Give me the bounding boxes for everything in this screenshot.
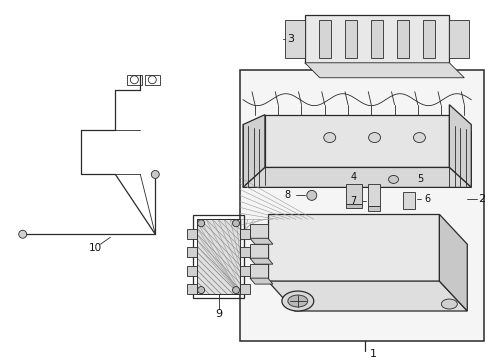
Ellipse shape <box>323 132 335 143</box>
Bar <box>367 206 379 211</box>
Ellipse shape <box>197 220 204 227</box>
Ellipse shape <box>413 132 425 143</box>
Text: 10: 10 <box>89 243 102 253</box>
Bar <box>197 219 240 294</box>
Bar <box>187 284 197 294</box>
Bar <box>367 184 379 206</box>
Bar <box>187 247 197 257</box>
Ellipse shape <box>151 170 159 179</box>
Text: 1: 1 <box>369 349 376 359</box>
Polygon shape <box>448 20 468 58</box>
Polygon shape <box>243 167 470 188</box>
Bar <box>240 247 249 257</box>
Bar <box>240 70 483 341</box>
Ellipse shape <box>232 287 239 293</box>
Text: 7: 7 <box>350 196 356 206</box>
Bar <box>304 15 448 63</box>
Polygon shape <box>285 20 304 58</box>
Polygon shape <box>249 244 267 258</box>
Bar <box>240 284 249 294</box>
Bar <box>197 219 240 294</box>
Text: 2: 2 <box>477 194 484 204</box>
Ellipse shape <box>287 295 307 307</box>
Bar <box>345 184 361 204</box>
Bar <box>344 20 356 58</box>
Bar <box>187 266 197 276</box>
Ellipse shape <box>197 287 204 293</box>
Polygon shape <box>267 214 439 281</box>
Bar <box>423 20 434 58</box>
Text: 5: 5 <box>416 175 423 184</box>
Bar <box>403 192 415 209</box>
Ellipse shape <box>368 132 380 143</box>
Polygon shape <box>267 281 467 311</box>
Ellipse shape <box>281 291 313 311</box>
Bar <box>240 229 249 239</box>
Polygon shape <box>249 264 267 278</box>
Ellipse shape <box>19 230 27 238</box>
Text: 3: 3 <box>286 34 293 44</box>
Polygon shape <box>249 278 272 284</box>
Bar <box>127 75 142 85</box>
Bar <box>345 204 361 208</box>
Ellipse shape <box>441 299 456 309</box>
Polygon shape <box>448 105 470 188</box>
Bar <box>145 75 160 85</box>
Polygon shape <box>439 214 467 311</box>
Ellipse shape <box>306 190 316 201</box>
Polygon shape <box>249 238 272 244</box>
Text: 9: 9 <box>215 309 222 319</box>
Text: 8: 8 <box>284 190 290 201</box>
Polygon shape <box>249 258 272 264</box>
Bar <box>193 215 244 298</box>
Text: 4: 4 <box>350 172 356 183</box>
Bar <box>396 20 408 58</box>
Polygon shape <box>243 114 264 188</box>
Bar <box>187 229 197 239</box>
Text: 6: 6 <box>424 194 429 204</box>
Polygon shape <box>304 63 463 78</box>
Polygon shape <box>264 114 448 167</box>
Polygon shape <box>249 224 267 238</box>
Bar <box>370 20 382 58</box>
Ellipse shape <box>388 175 398 183</box>
Bar <box>240 266 249 276</box>
Bar <box>318 20 330 58</box>
Ellipse shape <box>232 220 239 227</box>
